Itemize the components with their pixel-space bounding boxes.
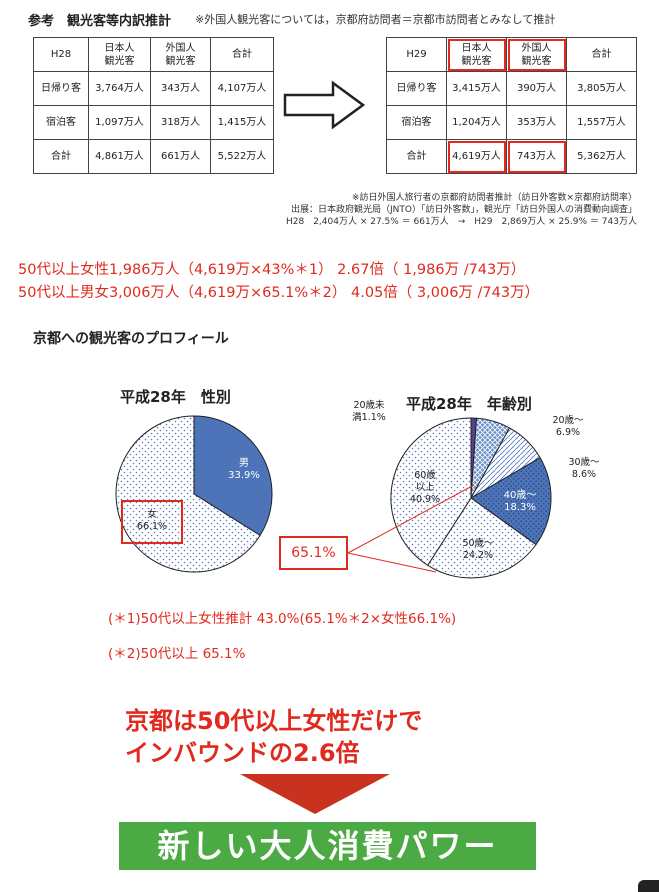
table-h28-header: 合計 xyxy=(210,37,274,72)
right-arrow-icon xyxy=(283,80,365,130)
table-h28-header: 日本人 観光客 xyxy=(88,37,151,72)
table-cell: 宿泊客 xyxy=(33,105,89,140)
table-cell: 318万人 xyxy=(150,105,211,140)
table-cell: 390万人 xyxy=(506,71,567,106)
pie-label-30s: 30歳～ 8.6% xyxy=(568,457,600,480)
footnote-2: (＊2)50代以上 65.1% xyxy=(108,646,246,662)
estimate-line-1: 50代以上女性1,986万人（4,619万×43%＊1） 2.67倍（ 1,98… xyxy=(18,262,526,278)
pie-slice-50歳～ xyxy=(427,497,537,579)
age-chart-title: 平成28年 年齢別 xyxy=(406,395,532,413)
headline-banner: 新しい大人消費パワー xyxy=(119,822,536,870)
table-cell: 1,557万人 xyxy=(566,105,637,140)
table-cell: 5,522万人 xyxy=(210,139,274,174)
table-cell: 4,861万人 xyxy=(88,139,151,174)
profile-title: 京都への観光客のプロフィール xyxy=(33,331,229,347)
pie-label-female: 女 66.1% xyxy=(121,500,183,544)
estimate-line-2: 50代以上男女3,006万人（4,619万×65.1%＊2） 4.05倍（ 3,… xyxy=(18,285,540,301)
table-cell: 343万人 xyxy=(150,71,211,106)
pie-label-under20: 20歳未 満1.1% xyxy=(352,400,386,423)
footnote-1: (＊1)50代以上女性推計 43.0%(65.1%＊2×女性66.1%) xyxy=(108,611,457,627)
conclusion-line-2: インバウンドの2.6倍 xyxy=(125,739,360,767)
table-cell: 3,764万人 xyxy=(88,71,151,106)
pie-slice-40歳～ xyxy=(470,457,552,546)
gender-chart-title: 平成28年 性別 xyxy=(120,388,231,406)
pie-slice-60歳以上 xyxy=(390,417,472,566)
pie-label-male: 男 33.9% xyxy=(228,458,260,481)
table-h29-header: H29 xyxy=(386,37,447,72)
down-arrow-icon xyxy=(240,774,390,814)
source-note-line: H28 2,404万人 × 27.5% ＝ 661万人 → H29 2,869万… xyxy=(285,217,637,227)
table-h29-header-highlighted: 外国人 観光客 xyxy=(506,37,567,72)
table-cell: 4,107万人 xyxy=(210,71,274,106)
table-cell: 3,415万人 xyxy=(446,71,507,106)
pie-slice-女 xyxy=(115,415,261,573)
source-note-line: ※訪日外国人旅行者の京都府訪問者推計（訪日外客数×京都府訪問率） xyxy=(351,193,637,203)
table-cell: 1,204万人 xyxy=(446,105,507,140)
pie-label-50s: 50歳～ 24.2% xyxy=(462,538,494,561)
header-note: ※外国人観光客については，京都府訪問者＝京都市訪問者とみなして推計 xyxy=(195,13,556,26)
corner-mark xyxy=(638,880,659,892)
callout-connector-line xyxy=(347,484,475,554)
source-note-line: 出展：日本政府観光局（JNTO）「訪日外客数」，観光庁「訪日外国人の消費動向調査… xyxy=(291,205,637,215)
conclusion-line-1: 京都は50代以上女性だけで xyxy=(125,707,423,735)
gender-pie xyxy=(115,415,273,573)
callout-box: 65.1% xyxy=(279,536,348,570)
pie-label-20s: 20歳～ 6.9% xyxy=(552,415,584,438)
source-notes: ※訪日外国人旅行者の京都府訪問者推計（訪日外客数×京都府訪問率） 出展：日本政府… xyxy=(137,192,637,228)
table-cell: 日帰り客 xyxy=(33,71,89,106)
section-title: 参考 観光客等内訳推計 xyxy=(28,14,172,29)
table-cell: 5,362万人 xyxy=(566,139,637,174)
pie-slice-男 xyxy=(193,415,273,537)
pie-label-60plus: 60歳 以上 40.9% xyxy=(409,470,441,505)
table-cell: 661万人 xyxy=(150,139,211,174)
callout-connector-line xyxy=(347,552,437,573)
table-h29-header-highlighted: 日本人 観光客 xyxy=(446,37,507,72)
table-cell: 3,805万人 xyxy=(566,71,637,106)
pie-label-40s: 40歳～ 18.3% xyxy=(503,490,537,513)
table-h28-header: H28 xyxy=(33,37,89,72)
table-h29: H29 日本人 観光客 外国人 観光客 合計 日帰り客 3,415万人 390万… xyxy=(386,37,637,174)
table-h28: H28 日本人 観光客 外国人 観光客 合計 日帰り客 3,764万人 343万… xyxy=(33,37,274,174)
age-pie xyxy=(390,417,552,579)
table-cell: 353万人 xyxy=(506,105,567,140)
